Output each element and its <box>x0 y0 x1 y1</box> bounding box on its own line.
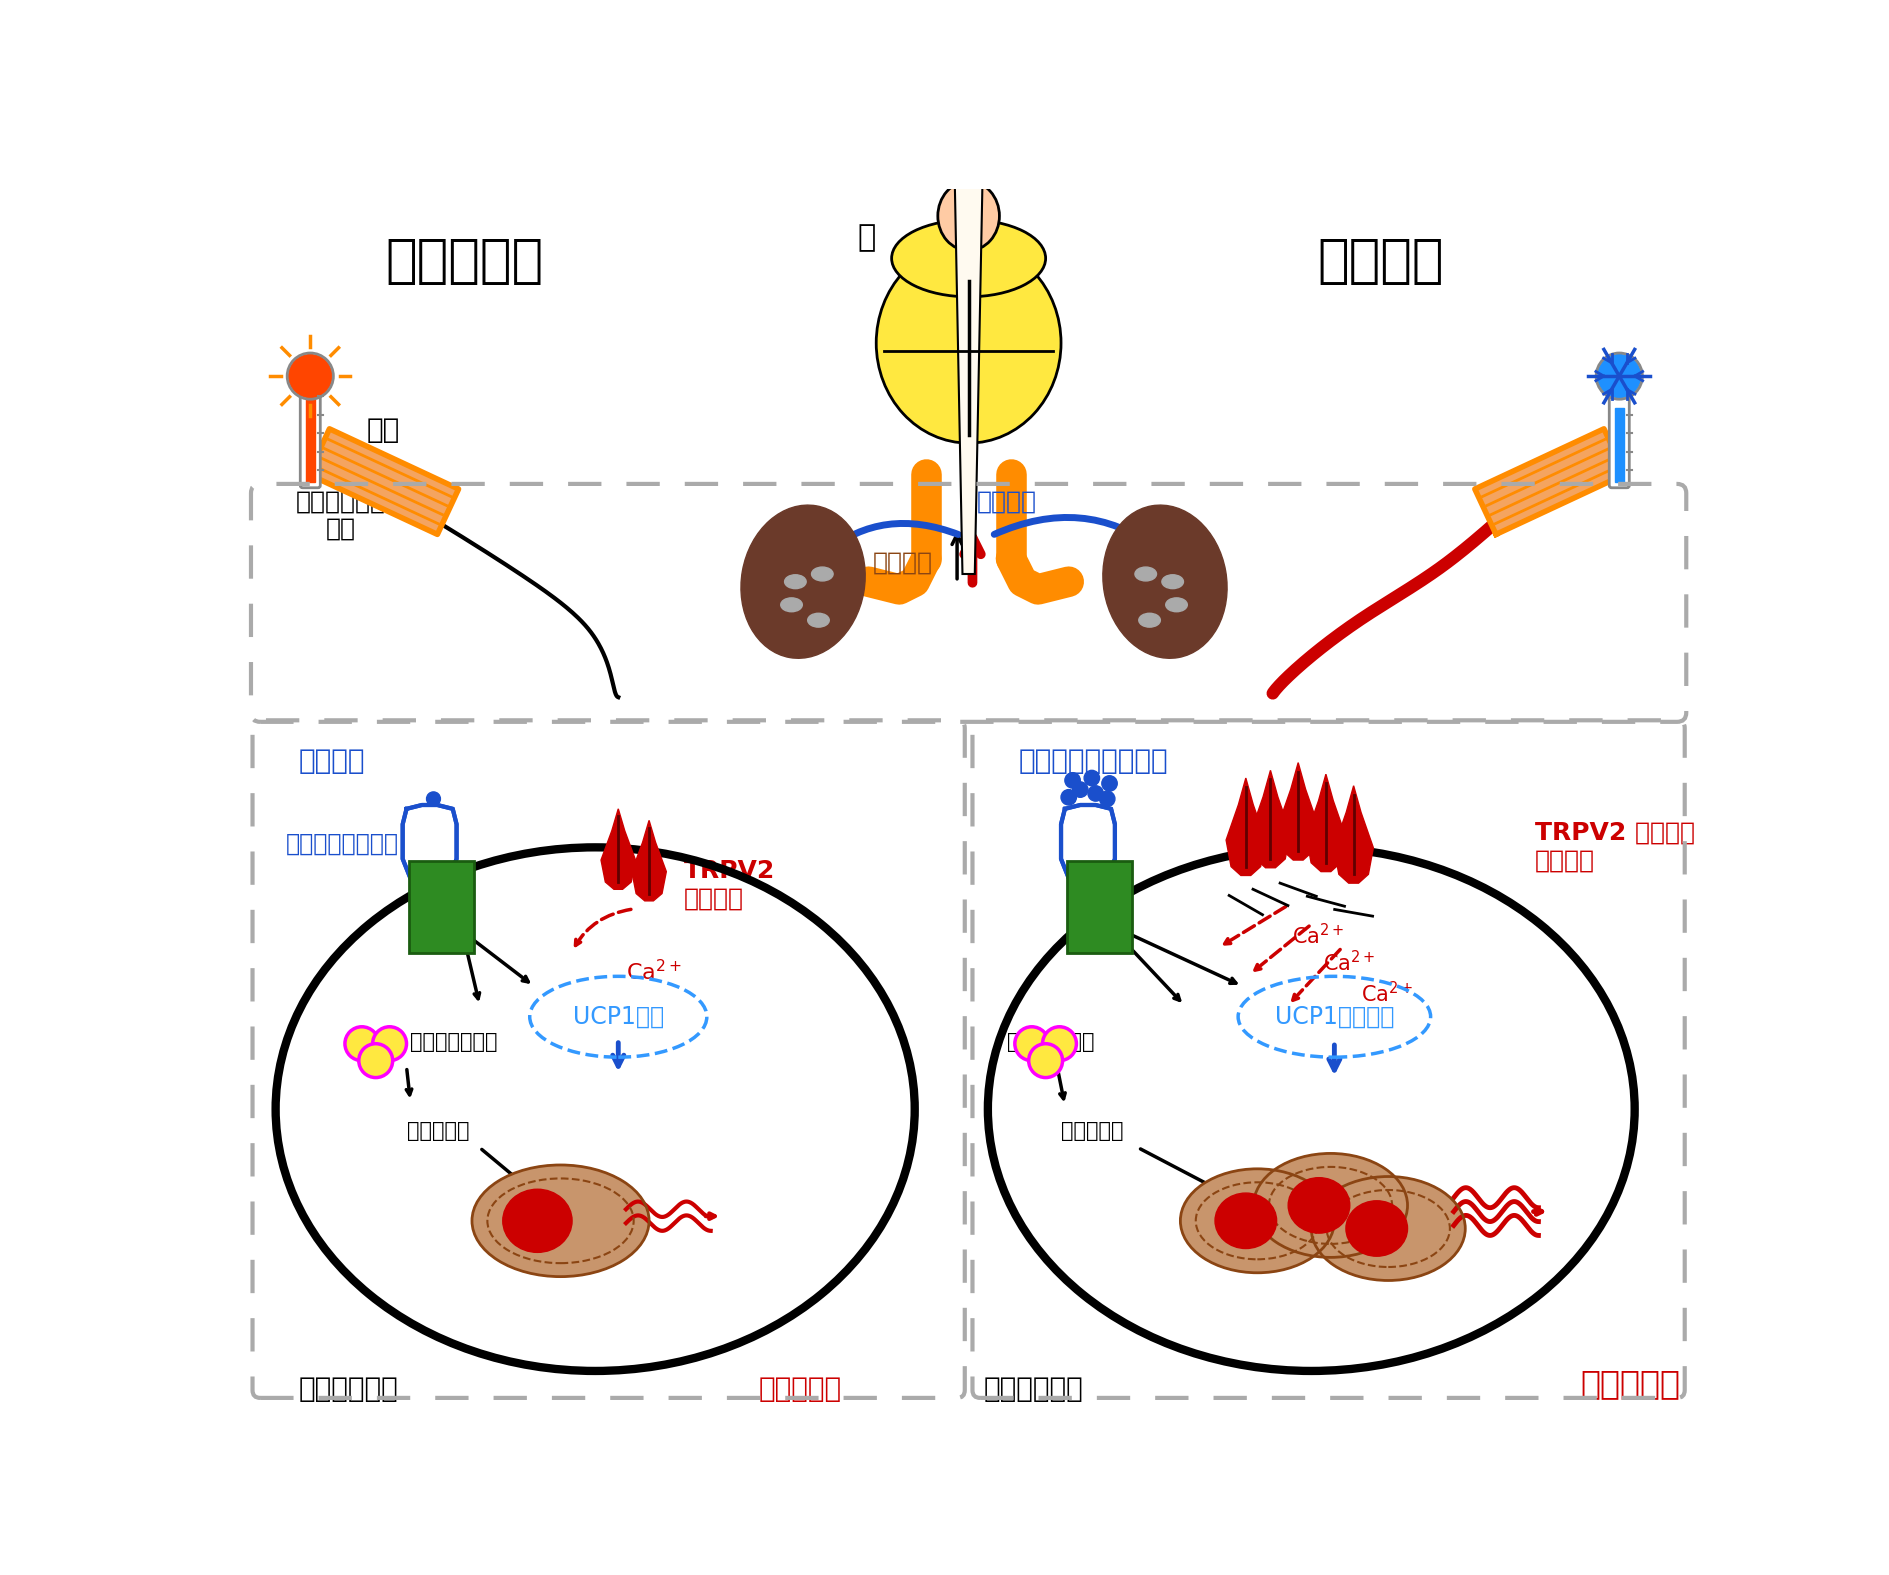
Polygon shape <box>1305 775 1345 871</box>
Text: 遊離脂肪酸: 遊離脂肪酸 <box>1060 1121 1122 1140</box>
FancyBboxPatch shape <box>300 383 319 488</box>
Text: UCP1: UCP1 <box>508 1211 567 1230</box>
Ellipse shape <box>1311 1177 1464 1280</box>
Ellipse shape <box>810 567 833 581</box>
Text: TRPV2 チャネル
発現上昇: TRPV2 チャネル 発現上昇 <box>1534 821 1694 873</box>
Text: 交感神経: 交感神経 <box>977 490 1035 513</box>
Ellipse shape <box>807 613 829 627</box>
Ellipse shape <box>1166 598 1186 611</box>
Text: 褐色脂肪: 褐色脂肪 <box>873 551 931 575</box>
Polygon shape <box>1334 786 1373 884</box>
Polygon shape <box>1613 408 1623 482</box>
Text: Ca$^{2+}$: Ca$^{2+}$ <box>1292 923 1343 948</box>
FancyBboxPatch shape <box>1067 862 1132 953</box>
Ellipse shape <box>1345 1200 1407 1257</box>
Text: UCP1発現: UCP1発現 <box>572 1005 663 1028</box>
Text: UCP1: UCP1 <box>1351 1219 1400 1238</box>
Circle shape <box>1028 1044 1062 1077</box>
Polygon shape <box>308 428 459 534</box>
Ellipse shape <box>1181 1169 1334 1273</box>
Text: 皮膚: 皮膚 <box>366 416 400 444</box>
Circle shape <box>1064 773 1081 788</box>
Text: Ca$^{2+}$: Ca$^{2+}$ <box>625 959 682 984</box>
FancyBboxPatch shape <box>408 862 474 953</box>
Text: トリグリセリド: トリグリセリド <box>410 1032 497 1052</box>
Ellipse shape <box>472 1166 648 1277</box>
Circle shape <box>1099 791 1115 806</box>
Text: 強い熱産生: 強い熱産生 <box>1579 1367 1679 1400</box>
Circle shape <box>1071 781 1088 797</box>
Polygon shape <box>1277 762 1317 860</box>
Text: ノルアドレナリン: ノルアドレナリン <box>285 832 399 855</box>
Text: 褐色脂肪細胞: 褐色脂肪細胞 <box>298 1375 399 1403</box>
Text: 弱い熱産生: 弱い熱産生 <box>757 1375 841 1403</box>
Circle shape <box>1088 786 1103 802</box>
Polygon shape <box>631 821 667 901</box>
Circle shape <box>372 1027 406 1060</box>
FancyBboxPatch shape <box>1608 383 1628 488</box>
Circle shape <box>1101 776 1116 791</box>
Text: UCP1発現上昇: UCP1発現上昇 <box>1273 1005 1394 1028</box>
Polygon shape <box>1226 778 1266 876</box>
Text: トリグリセリド: トリグリセリド <box>1007 1032 1094 1052</box>
Text: 褐色脂肪細胞: 褐色脂肪細胞 <box>984 1375 1082 1403</box>
Text: Ca$^{2+}$: Ca$^{2+}$ <box>1360 981 1413 1006</box>
Circle shape <box>1014 1027 1048 1060</box>
Ellipse shape <box>1139 613 1160 627</box>
Text: 脳: 脳 <box>856 224 875 252</box>
Ellipse shape <box>1133 567 1156 581</box>
Text: 受容体: 受容体 <box>1081 902 1118 923</box>
Ellipse shape <box>780 598 801 611</box>
Circle shape <box>1043 1027 1077 1060</box>
Polygon shape <box>1473 428 1625 534</box>
Ellipse shape <box>784 575 807 589</box>
Polygon shape <box>954 181 982 573</box>
Polygon shape <box>1251 770 1290 868</box>
Text: 遊離脂肪酸: 遊離脂肪酸 <box>406 1121 468 1140</box>
Ellipse shape <box>740 506 865 658</box>
Ellipse shape <box>1252 1153 1407 1257</box>
Ellipse shape <box>1215 1194 1275 1249</box>
Polygon shape <box>601 810 635 890</box>
Ellipse shape <box>1162 575 1183 589</box>
Ellipse shape <box>876 243 1060 443</box>
Circle shape <box>1060 789 1077 805</box>
Circle shape <box>344 1027 378 1060</box>
Circle shape <box>1596 354 1640 397</box>
Text: 寒い環境: 寒い環境 <box>1317 235 1443 287</box>
Text: 快適な温度: 快適な温度 <box>385 235 542 287</box>
Polygon shape <box>306 389 315 482</box>
Ellipse shape <box>1103 506 1226 658</box>
Text: 温度を感じる
神経: 温度を感じる 神経 <box>297 490 385 542</box>
Ellipse shape <box>892 221 1045 296</box>
Text: 受容体: 受容体 <box>423 902 459 923</box>
Circle shape <box>427 792 440 806</box>
Circle shape <box>359 1044 393 1077</box>
Ellipse shape <box>937 181 999 250</box>
Text: UCP1: UCP1 <box>1294 1197 1343 1214</box>
Circle shape <box>1084 770 1099 786</box>
Text: 交感神経: 交感神経 <box>298 747 365 775</box>
Ellipse shape <box>1288 1178 1349 1233</box>
Text: TRPV2
チャネル: TRPV2 チャネル <box>684 858 774 910</box>
Text: UCP1: UCP1 <box>1220 1211 1269 1230</box>
Text: 交感神経活動の上昇: 交感神経活動の上昇 <box>1018 747 1167 775</box>
Text: Ca$^{2+}$: Ca$^{2+}$ <box>1322 950 1375 975</box>
Circle shape <box>289 354 332 397</box>
Ellipse shape <box>502 1189 572 1252</box>
